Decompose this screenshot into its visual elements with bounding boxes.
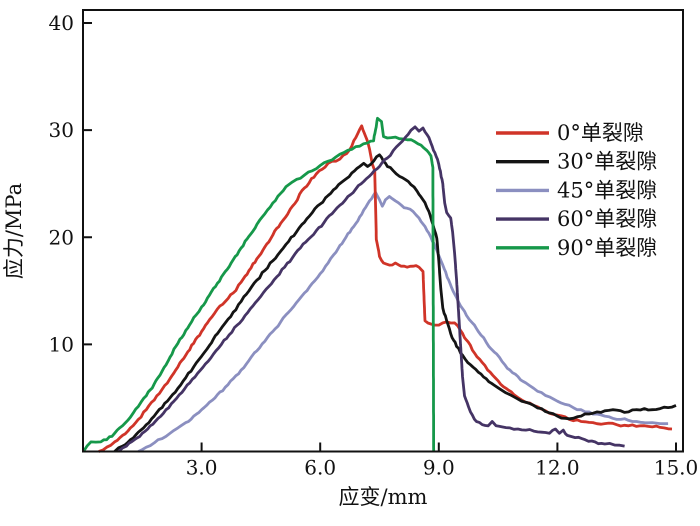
x-tick-label: 9.0: [423, 456, 455, 480]
axis-ticks: [84, 22, 677, 451]
y-tick-label: 10: [49, 332, 74, 356]
legend-label-0: 0°单裂隙: [557, 121, 644, 145]
x-tick-label: 3.0: [186, 456, 218, 480]
legend-label-3: 60°单裂隙: [557, 207, 657, 231]
legend-label-4: 90°单裂隙: [557, 236, 657, 260]
x-tick-label: 6.0: [304, 456, 336, 480]
plot-border: [82, 9, 684, 453]
series-line-3: [117, 125, 625, 453]
legend-label-2: 45°单裂隙: [557, 178, 657, 202]
y-tick-label: 20: [49, 225, 74, 249]
y-tick-label: 30: [49, 118, 74, 142]
y-axis-title: 应力/MPa: [2, 183, 26, 279]
series-lines: [81, 116, 677, 453]
x-tick-label: 12.0: [535, 456, 580, 480]
series-line-0: [98, 124, 673, 453]
x-tick-label: 15.0: [654, 456, 699, 480]
legend-label-1: 30°单裂隙: [557, 150, 657, 174]
tick-labels: 3.0 6.0 9.0 12.0 15.0 10 20 30 40: [49, 11, 699, 480]
legend: 0°单裂隙 30°单裂隙 45°单裂隙 60°单裂隙 90°单裂隙: [496, 121, 657, 260]
y-tick-label: 40: [49, 11, 74, 35]
series-line-1: [113, 153, 677, 453]
series-line-4: [81, 116, 436, 453]
x-axis-title: 应变/mm: [339, 485, 428, 509]
series-line-2: [137, 190, 669, 453]
